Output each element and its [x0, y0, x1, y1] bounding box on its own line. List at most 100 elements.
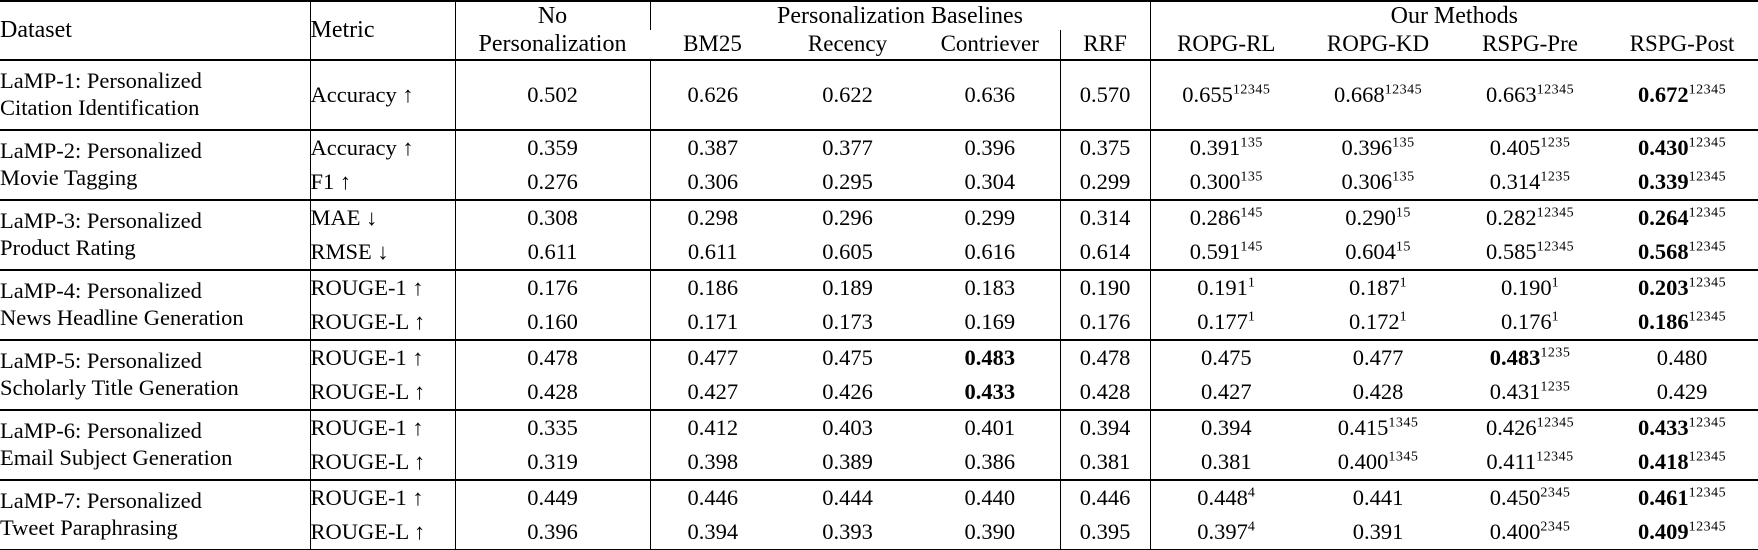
metric-value: 0.428	[1352, 378, 1404, 404]
metric-value: 0.400	[1489, 518, 1541, 544]
metric-value: 0.387	[687, 134, 739, 160]
metric-value: 0.475	[1200, 344, 1252, 370]
significance-superscript: 12345	[1688, 275, 1727, 291]
value-cell: 0.412	[649, 409, 775, 445]
value-cell: 0.306	[649, 164, 775, 200]
value-cell: 0.306135	[1302, 165, 1454, 200]
metric-value: 0.614	[1079, 238, 1131, 264]
significance-superscript: 12345	[1536, 449, 1574, 465]
metric-value: 0.426	[1485, 414, 1537, 440]
metric-value: 0.430	[1637, 134, 1689, 160]
value-cell: 0.398	[649, 444, 775, 480]
value-cell: 0.46112345	[1606, 480, 1758, 515]
no-personalization-line2: Personalization	[478, 31, 627, 58]
value-cell: 0.308	[454, 199, 650, 235]
table-row: RMSE ↓ 0.611 0.611 0.605 0.616 0.614 0.591145 0…	[0, 234, 1758, 270]
significance-superscript: 12345	[1688, 449, 1727, 465]
significance-superscript: 145	[1240, 205, 1263, 221]
value-cell: 0.3141235	[1454, 165, 1606, 200]
metric-value: 0.450	[1489, 484, 1541, 510]
metric-value: 0.591	[1189, 238, 1241, 264]
significance-superscript: 1235	[1540, 135, 1571, 151]
value-cell: 0.386	[920, 445, 1060, 480]
value-cell: 0.394	[649, 514, 775, 550]
value-cell: 0.299	[920, 200, 1060, 235]
metric-value: 0.427	[1200, 378, 1252, 404]
value-cell: 0.611	[649, 234, 775, 270]
metric-value: 0.298	[687, 204, 739, 230]
value-cell: 0.444	[775, 480, 920, 515]
metric-value: 0.177	[1197, 308, 1248, 334]
significance-superscript: 2345	[1540, 485, 1571, 501]
value-cell: 0.296	[775, 200, 920, 235]
value-cell: 0.20312345	[1606, 270, 1758, 305]
metric-cell: Accuracy ↑	[309, 129, 455, 165]
metric-value: 0.169	[964, 308, 1016, 334]
metric-value: 0.396	[527, 518, 578, 544]
value-cell: 0.390	[920, 515, 1060, 550]
metric-value: 0.668	[1333, 81, 1385, 107]
column-header-rspg-pre: RSPG-Pre	[1482, 31, 1578, 57]
value-cell: 0.300135	[1149, 164, 1303, 200]
metric-value: 0.395	[1079, 518, 1131, 544]
metric-value: 0.176	[1079, 308, 1131, 334]
significance-superscript: 1	[1247, 309, 1256, 325]
metric-value: 0.409	[1637, 518, 1689, 544]
value-cell: 0.66812345	[1302, 60, 1454, 130]
metric-value: 0.189	[822, 274, 873, 300]
no-personalization-line1: No	[537, 3, 568, 29]
significance-superscript: 12345	[1232, 82, 1271, 98]
value-cell: 0.276	[454, 164, 650, 200]
metric-value: 0.386	[964, 448, 1016, 474]
significance-superscript: 12345	[1688, 519, 1727, 535]
value-cell: 0.299	[1059, 164, 1151, 200]
metric-value: 0.375	[1079, 134, 1131, 160]
metric-value: 0.304	[964, 168, 1016, 194]
value-cell: 0.427	[1149, 374, 1303, 410]
value-cell: 0.483	[920, 340, 1060, 375]
dataset-cell: LaMP-1: Personalized Citation Identificat…	[0, 60, 310, 130]
metric-value: 0.394	[687, 518, 739, 544]
table-row: LaMP-7: Personalized Tweet Paraphrasing RO…	[0, 479, 1758, 540]
metric-value: 0.400	[1337, 448, 1389, 474]
dataset-name-line2: Tweet Paraphrasing	[0, 514, 178, 540]
dataset-name-line1: LaMP-3: Personalized	[0, 208, 202, 234]
metric-value: 0.308	[527, 204, 578, 230]
value-cell: 0.58512345	[1454, 235, 1606, 270]
value-cell: 0.190	[1059, 269, 1151, 305]
column-header-contriever: Contriever	[940, 31, 1039, 57]
header-row-groups: Dataset Metric No Personalization Person…	[0, 1, 1758, 60]
significance-superscript: 135	[1240, 169, 1263, 185]
table-row: LaMP-6: Personalized Email Subject Genera…	[0, 409, 1758, 470]
value-cell: 0.1721	[1302, 305, 1454, 340]
significance-superscript: 12345	[1688, 205, 1727, 221]
metric-value: 0.426	[822, 378, 873, 404]
dataset-name-line2: Email Subject Generation	[0, 444, 233, 470]
value-cell: 0.29015	[1302, 200, 1454, 235]
metric-value: 0.390	[964, 518, 1016, 544]
value-cell: 0.475	[1149, 339, 1303, 375]
metric-value: 0.264	[1637, 204, 1689, 230]
value-cell: 0.183	[920, 270, 1060, 305]
metric-value: 0.295	[822, 168, 873, 194]
metric-cell: ROUGE-L ↑	[309, 374, 455, 410]
metric-value: 0.391	[1352, 518, 1404, 544]
metric-value: 0.448	[1197, 484, 1248, 510]
metric-value: 0.314	[1079, 204, 1131, 230]
value-cell: 0.33912345	[1606, 165, 1758, 200]
value-cell: 0.478	[454, 339, 650, 375]
metric-value: 0.393	[822, 518, 873, 544]
metric-value: 0.359	[527, 134, 578, 160]
value-cell: 0.636	[920, 60, 1060, 130]
metric-value: 0.176	[527, 274, 578, 300]
significance-superscript: 4	[1247, 485, 1256, 501]
metric-value: 0.441	[1352, 484, 1404, 510]
value-cell: 0.614	[1059, 234, 1151, 270]
metric-cell: F1 ↑	[309, 164, 455, 200]
significance-superscript: 12345	[1536, 82, 1575, 98]
significance-superscript: 1235	[1540, 345, 1571, 361]
metric-value: 0.570	[1079, 81, 1131, 107]
value-cell: 0.440	[920, 480, 1060, 515]
metric-value: 0.433	[1637, 414, 1689, 440]
metric-value: 0.449	[527, 484, 578, 510]
